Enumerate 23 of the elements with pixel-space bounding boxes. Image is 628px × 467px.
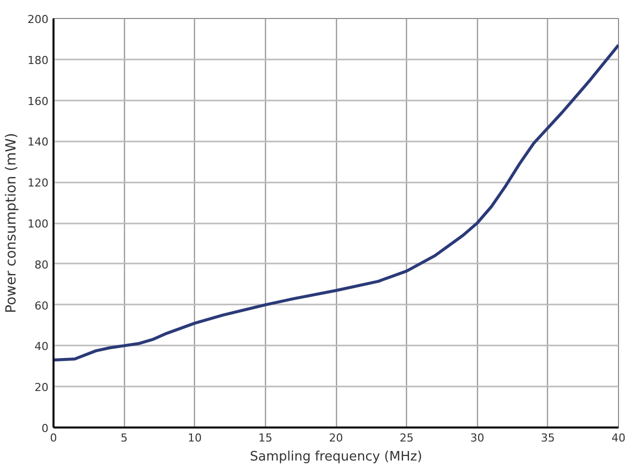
y-tick-label: 20: [34, 381, 49, 394]
x-tick-label: 15: [258, 432, 272, 444]
y-tick-label: 160: [28, 94, 49, 108]
x-tick-label: 25: [400, 432, 414, 444]
y-tick-label: 100: [28, 218, 49, 230]
line-series: [54, 44, 618, 362]
y-tick-label: 120: [28, 176, 49, 190]
y-tick-label: 0: [42, 422, 48, 435]
x-tick-label: 10: [188, 432, 202, 444]
y-tick-label: 80: [34, 258, 49, 272]
x-tick-label: 35: [540, 432, 555, 444]
y-tick-label: 60: [34, 299, 49, 312]
x-axis-title: Sampling frequency (MHz): [250, 450, 422, 464]
x-tick-label: 20: [329, 432, 343, 444]
y-tick-label: 180: [28, 54, 49, 67]
x-tick-label: 5: [120, 432, 128, 444]
x-tick-label: 30: [470, 432, 484, 444]
y-tick-label: 140: [28, 136, 49, 149]
x-tick-label: 0: [50, 432, 57, 444]
y-tick-label: 40: [34, 340, 49, 354]
x-tick-label: 40: [612, 432, 626, 444]
y-tick-label: 200: [28, 13, 49, 26]
y-axis-title: Power consumption (mW): [4, 132, 20, 314]
